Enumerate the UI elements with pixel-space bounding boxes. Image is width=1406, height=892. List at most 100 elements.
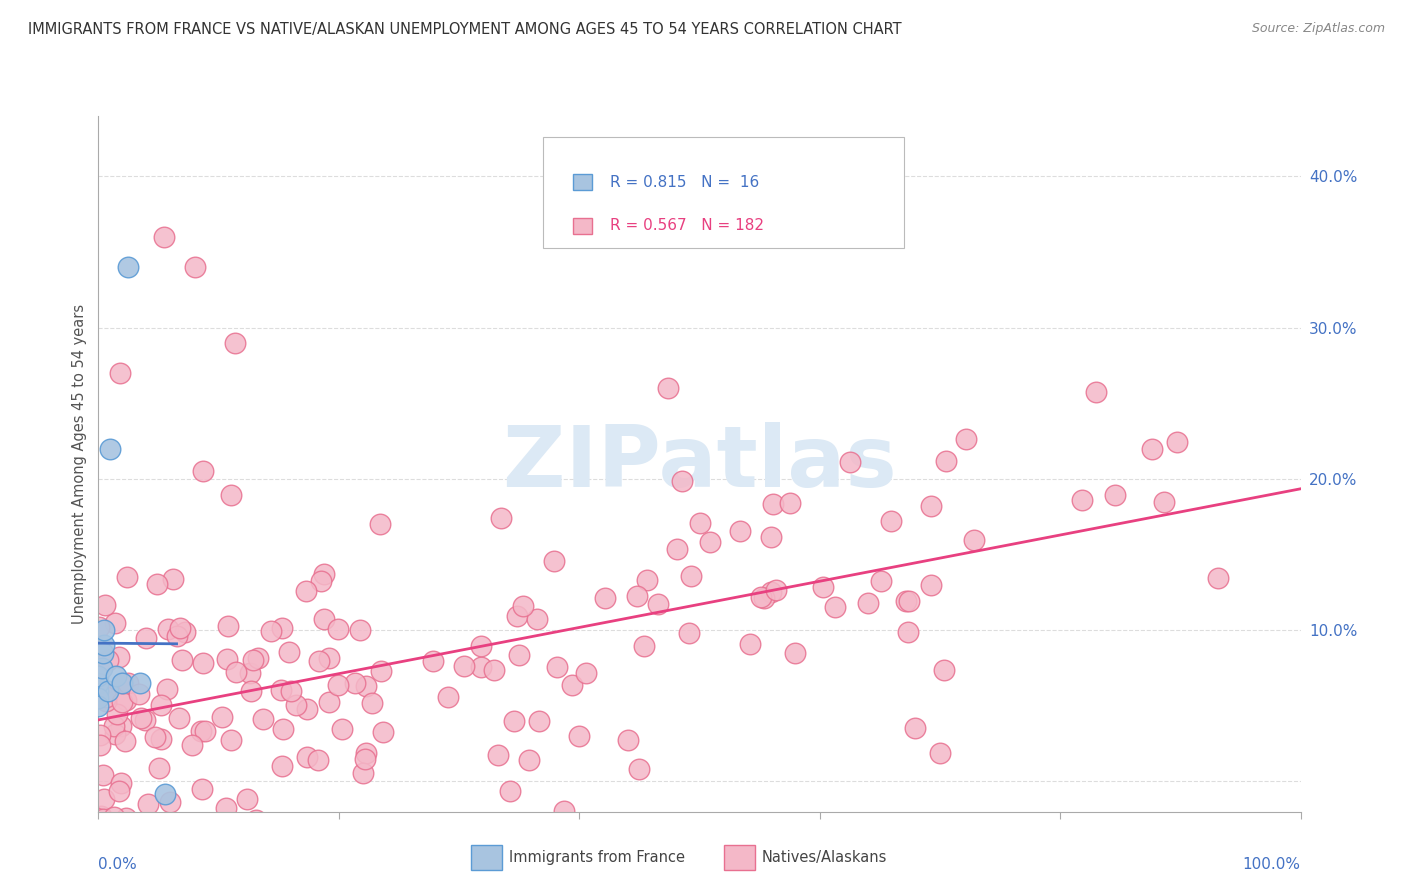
Point: [104, 616, 127, 631]
Point: [1166, 435, 1188, 450]
Point: [242, 652, 264, 666]
Point: [191, 781, 214, 796]
Point: [157, 622, 180, 636]
Point: [759, 585, 782, 599]
Point: [141, 815, 163, 830]
Point: [508, 648, 530, 663]
Point: [194, 723, 217, 738]
Point: [920, 499, 942, 513]
Point: [294, 829, 316, 843]
Point: [856, 596, 879, 610]
Text: 0.0%: 0.0%: [98, 857, 138, 872]
Point: [470, 639, 492, 653]
Point: [134, 714, 156, 728]
Point: [159, 795, 181, 809]
Point: [170, 653, 193, 667]
Point: [328, 678, 350, 692]
Point: [626, 589, 648, 603]
Point: [1085, 384, 1108, 399]
Point: [211, 710, 233, 724]
Point: [666, 542, 689, 557]
Point: [309, 574, 332, 589]
Point: [91, 812, 114, 826]
Point: [897, 625, 920, 640]
Point: [278, 645, 301, 659]
Point: [115, 569, 138, 583]
Point: [217, 651, 239, 665]
Point: [184, 260, 207, 275]
Text: IMMIGRANTS FROM FRANCE VS NATIVE/ALASKAN UNEMPLOYMENT AMONG AGES 45 TO 54 YEARS : IMMIGRANTS FROM FRANCE VS NATIVE/ALASKAN…: [28, 22, 901, 37]
Bar: [574, 175, 592, 190]
Text: R = 0.815   N =  16: R = 0.815 N = 16: [610, 175, 759, 190]
Point: [97, 683, 120, 698]
Point: [512, 599, 534, 614]
Point: [361, 697, 384, 711]
Point: [636, 574, 658, 588]
Point: [633, 639, 655, 653]
Point: [1206, 571, 1229, 585]
Point: [105, 668, 128, 682]
Point: [779, 496, 801, 510]
Point: [174, 624, 197, 639]
Point: [344, 676, 367, 690]
Text: Source: ZipAtlas.com: Source: ZipAtlas.com: [1251, 22, 1385, 36]
Point: [657, 381, 679, 395]
Point: [247, 651, 270, 665]
Point: [111, 676, 134, 690]
Point: [94, 694, 117, 708]
Point: [150, 731, 173, 746]
Point: [356, 679, 378, 693]
Point: [284, 698, 307, 713]
Point: [117, 260, 139, 275]
Text: Immigrants from France: Immigrants from France: [509, 850, 685, 864]
Point: [628, 763, 651, 777]
Point: [785, 646, 807, 660]
Point: [824, 600, 846, 615]
Point: [929, 746, 952, 760]
Point: [91, 661, 114, 675]
Point: [87, 619, 110, 633]
Point: [765, 582, 787, 597]
Point: [217, 619, 239, 633]
Point: [110, 695, 132, 709]
Point: [93, 638, 115, 652]
Point: [105, 706, 128, 721]
Point: [235, 792, 257, 806]
Point: [150, 698, 173, 712]
Point: [297, 702, 319, 716]
Point: [759, 531, 782, 545]
Point: [128, 687, 150, 701]
Point: [219, 488, 242, 502]
Point: [103, 810, 125, 824]
Point: [136, 797, 159, 811]
FancyBboxPatch shape: [543, 136, 904, 248]
Point: [148, 761, 170, 775]
Point: [354, 752, 377, 766]
Point: [529, 714, 551, 728]
Point: [498, 784, 520, 798]
Point: [169, 621, 191, 635]
Point: [143, 730, 166, 744]
Point: [271, 621, 294, 635]
Point: [963, 533, 986, 547]
Point: [749, 590, 772, 604]
Point: [87, 691, 110, 706]
Point: [108, 650, 131, 665]
Point: [593, 591, 616, 605]
Point: [486, 748, 509, 763]
Point: [543, 554, 565, 568]
Point: [97, 653, 120, 667]
Point: [489, 511, 512, 525]
Point: [370, 665, 392, 679]
Point: [180, 738, 202, 752]
Point: [422, 654, 444, 668]
Point: [568, 729, 591, 743]
Point: [526, 612, 548, 626]
Point: [129, 676, 152, 690]
Point: [153, 787, 176, 801]
Point: [318, 650, 340, 665]
Point: [118, 840, 141, 855]
Point: [110, 776, 132, 790]
Point: [839, 455, 862, 469]
Point: [280, 683, 302, 698]
